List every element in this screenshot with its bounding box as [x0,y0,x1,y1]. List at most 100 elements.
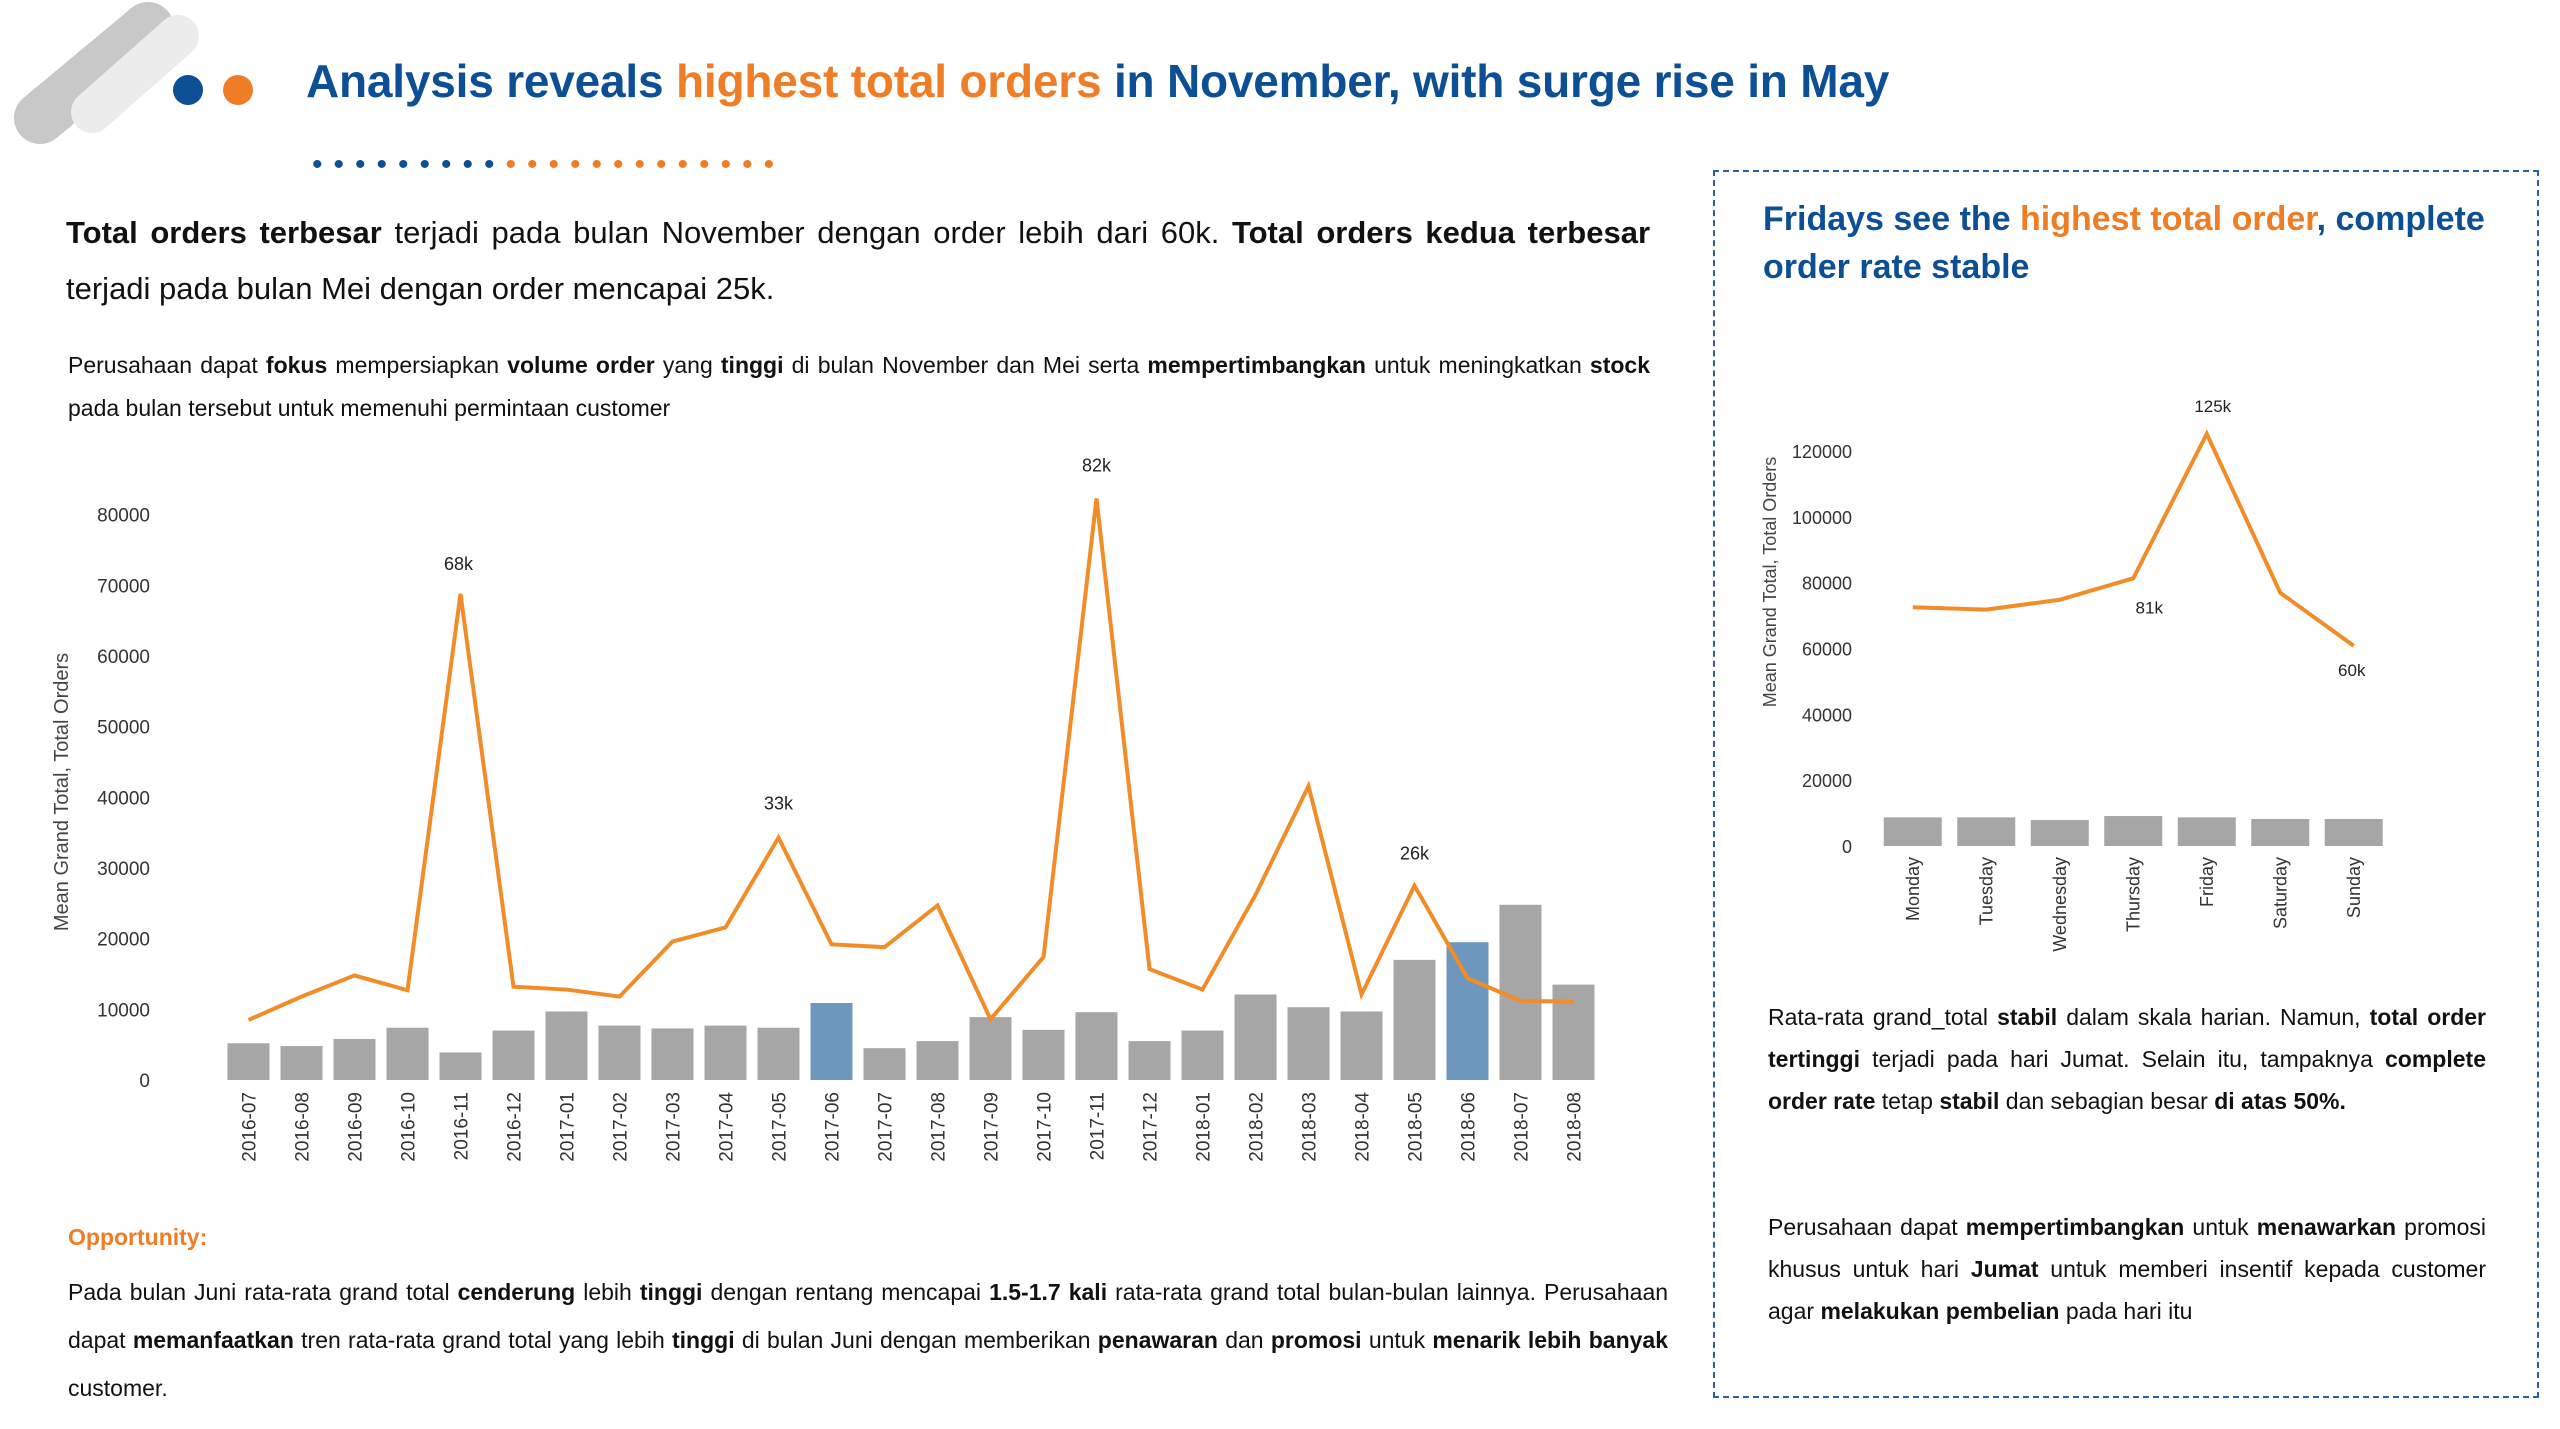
x-tick-label: 2017-12 [1141,1092,1162,1162]
bar-Saturday [2251,819,2310,846]
text-span: total order tertinggi [1768,1004,2487,1072]
text-span: mempertimbangkan [1147,352,1366,378]
text-span: untuk meningkatkan [1365,352,1590,378]
x-tick-label: Sunday [2344,857,2364,918]
text-span: tinggi [639,1279,703,1305]
text-span: yang [654,352,721,378]
bar-2016-08 [280,1046,323,1080]
x-tick-label: Tuesday [1976,857,1996,925]
text-span: terjadi pada hari Jumat. Selain itu, tam… [1860,1046,2386,1072]
x-tick-label: 2016-08 [293,1092,314,1162]
bar-2017-12 [1128,1041,1171,1080]
x-tick-label: 2017-05 [770,1092,791,1162]
x-tick-label: 2017-10 [1035,1092,1056,1162]
text-span: mempersiapkan [327,352,508,378]
title-underline-dots: •••••••••••••••••••••• [312,148,786,181]
bar-2016-09 [333,1039,376,1080]
side-panel-recommendation: Perusahaan dapat mempertimbangkan untuk … [1768,1206,2486,1332]
x-tick-label: Friday [2197,857,2217,907]
recommendation-paragraph: Perusahaan dapat fokus mempersiapkan vol… [68,344,1650,430]
x-tick-label: 2018-01 [1194,1092,1215,1162]
lead-text: terjadi pada bulan Mei dengan order menc… [66,271,775,306]
text-span: dalam skala harian. Namun, [2057,1004,2370,1030]
text-span: memanfaatkan [132,1327,294,1353]
text-span: , complete order rate stable [1763,200,2485,286]
text-span: Pada bulan Juni rata-rata grand total [68,1279,458,1305]
text-span: Rata-rata grand_total [1768,1004,1998,1030]
y-tick-label: 70000 [97,576,150,597]
data-label-2017-05: 33k [764,794,794,814]
text-span: menarik lebih banyak [1432,1327,1669,1353]
y-tick-label: 20000 [97,930,150,951]
text-span: Fridays see the [1763,200,2021,238]
x-tick-label: 2016-09 [346,1092,367,1162]
text-span: customer. [68,1375,168,1401]
text-span: 1.5-1.7 kali [989,1279,1108,1305]
text-span: complete order rate [1768,1046,2486,1114]
text-span: di bulan November dan Mei serta [783,352,1148,378]
y-tick-label: 40000 [1802,705,1852,725]
text-span: rata-rata grand total bulan-bulan lainny… [68,1279,1669,1353]
deco-blue-dot [173,75,203,105]
text-span: stabil [1997,1004,2058,1030]
deco-gray-bar [14,2,174,144]
bar-2018-06 [1446,942,1489,1080]
text-span: di bulan Juni dengan memberikan [734,1327,1098,1353]
x-tick-label: Saturday [2270,857,2290,929]
bar-Tuesday [1957,817,2016,846]
bar-2017-02 [598,1025,641,1080]
bar-2018-04 [1340,1011,1383,1080]
orders-line [247,498,1574,1023]
text-span: pada bulan tersebut untuk memenuhi permi… [68,395,671,421]
deco-light-bar [71,15,199,133]
x-tick-label: 2017-02 [611,1092,632,1162]
bar-2018-01 [1181,1030,1224,1080]
x-tick-label: 2018-02 [1247,1092,1268,1162]
text-span: dengan rentang mencapai [702,1279,990,1305]
x-tick-label: 2017-08 [929,1092,950,1162]
bar-2017-03 [651,1028,694,1080]
text-span: lebih [575,1279,640,1305]
x-tick-label: 2017-01 [558,1092,579,1162]
opportunity-heading: Opportunity: [68,1224,208,1250]
daily-chart: 0 20000 40000 60000 80000 100000 120000 Mean Gr… [1760,397,2383,952]
y-tick-label: 60000 [97,647,150,668]
bar-2017-06 [810,1002,853,1080]
text-span: Perusahaan dapat [1768,1214,1966,1240]
bar-Monday [1883,817,1942,846]
text-span: untuk memberi insentif kepada customer a… [1768,1256,2486,1324]
bar-2016-11 [439,1052,482,1080]
x-tick-label: 2018-03 [1300,1092,1321,1162]
text-span: volume order [507,352,655,378]
x-tick-label: 2016-12 [505,1092,526,1162]
lead-bold: Total orders kedua terbesar [1231,215,1651,250]
bar-2016-07 [227,1043,270,1080]
bar-2017-09 [969,1017,1012,1080]
bar-2017-01 [545,1011,588,1080]
text-span: penawaran [1097,1327,1218,1353]
x-tick-label: 2016-07 [240,1092,261,1162]
bar-2017-05 [757,1027,800,1080]
orders-line [1912,429,2355,648]
bar-2017-10 [1022,1029,1065,1080]
y-axis-label: Mean Grand Total, Total Orders [1760,457,1780,707]
y-tick-label: 30000 [97,859,150,880]
bar-2018-08 [1552,984,1595,1080]
text-span: untuk [2184,1214,2257,1240]
text-span: Perusahaan dapat [68,352,266,378]
text-span: tinggi [672,1327,735,1353]
x-tick-label: 2017-04 [717,1092,738,1162]
text-span: highest total order [2020,200,2317,238]
side-panel-insight: Rata-rata grand_total stabil dalam skala… [1768,996,2486,1122]
data-label-Friday: 125k [2194,397,2231,416]
bar-Sunday [2324,819,2383,846]
bar-2017-11 [1075,1012,1118,1080]
y-tick-label: 50000 [97,718,150,739]
x-tick-label: Thursday [2123,857,2143,932]
x-tick-label: 2018-07 [1512,1092,1533,1162]
text-span: untuk [1361,1327,1433,1353]
text-span: tren rata-rata grand total yang lebih [293,1327,672,1353]
title-highlight: highest total orders [675,55,1102,107]
x-tick-label: 2017-07 [876,1092,897,1162]
data-label-2016-11: 68k [444,554,474,574]
